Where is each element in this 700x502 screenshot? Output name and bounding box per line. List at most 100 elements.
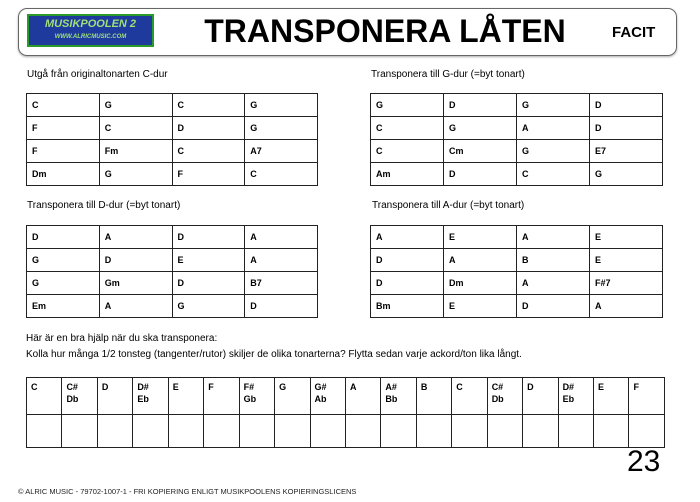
- note-cell: D: [96, 377, 134, 415]
- table-label: Transponera till G-dur (=byt tonart): [371, 69, 525, 80]
- chord-cell: E: [589, 225, 663, 249]
- note-cell: C# Db: [61, 377, 98, 415]
- chord-cell: F: [26, 139, 100, 163]
- chord-cell: D: [370, 271, 444, 295]
- note-row: C C# Db D D# Eb E F F# Gb G G# Ab A A# Bb B C C# Db D D# Eb E F: [25, 377, 665, 415]
- chord-cell: F: [171, 162, 246, 186]
- note-cell: F# Gb: [238, 377, 276, 415]
- empty-cell: [167, 414, 205, 448]
- chord-cell: A: [516, 116, 590, 140]
- chord-cell: C: [26, 93, 100, 117]
- table-row: Am D C G: [370, 162, 663, 186]
- chord-table-d: D A D A G D E A G Gm D B7 Em A G D: [26, 225, 318, 318]
- chord-cell: A: [516, 225, 590, 249]
- chord-cell: D: [370, 248, 444, 272]
- note-name: F: [208, 382, 214, 392]
- note-cell: D: [522, 377, 559, 415]
- page-title: TRANSPONERA LÅTEN: [204, 13, 566, 49]
- note-cell: G# Ab: [309, 377, 346, 415]
- chord-cell: A: [589, 294, 663, 318]
- table-label: Transponera till A-dur (=byt tonart): [372, 200, 525, 211]
- empty-cell: [203, 414, 240, 448]
- chord-cell: C: [516, 162, 590, 186]
- chord-cell: C: [171, 139, 246, 163]
- note-cell: G: [274, 377, 311, 415]
- table-row: Dm G F C: [26, 162, 318, 186]
- empty-cell: [344, 414, 382, 448]
- logo-line1: MUSIKPOOLEN 2: [44, 18, 137, 30]
- empty-cell: [486, 414, 524, 448]
- chord-cell: G: [516, 139, 590, 163]
- chord-cell: F: [26, 116, 100, 140]
- table-row: F Fm C A7: [26, 139, 318, 163]
- note-name: D: [527, 382, 534, 392]
- table-row: D Dm A F#7: [370, 271, 663, 295]
- chord-cell: G: [171, 294, 246, 318]
- note-name: F: [633, 382, 639, 392]
- note-cell: F: [628, 377, 665, 415]
- chord-cell: G: [98, 93, 173, 117]
- note-name: G#: [314, 382, 327, 392]
- chord-cell: D: [443, 93, 517, 117]
- note-cell: E: [167, 377, 205, 415]
- note-name: C: [456, 382, 463, 392]
- chord-cell: F#7: [589, 271, 663, 295]
- chord-cell: B7: [244, 271, 318, 295]
- chord-cell: D: [171, 116, 246, 140]
- chord-cell: Bm: [370, 294, 444, 318]
- chord-cell: C: [171, 93, 246, 117]
- note-name: A#: [385, 382, 397, 392]
- note-name: C#: [491, 382, 504, 392]
- empty-cell: [25, 414, 63, 448]
- note-name: Eb: [562, 394, 575, 404]
- chord-cell: E: [589, 248, 663, 272]
- chord-cell: Gm: [98, 271, 173, 295]
- note-cell: B: [415, 377, 453, 415]
- chord-cell: G: [370, 93, 444, 117]
- empty-cell: [522, 414, 559, 448]
- note-name: D: [101, 382, 109, 392]
- note-name: Ab: [314, 394, 327, 404]
- chord-cell: C: [98, 116, 173, 140]
- note-name: E: [598, 382, 605, 392]
- chord-cell: Am: [370, 162, 444, 186]
- help-line2: Kolla hur många 1/2 tonsteg (tangenter/r…: [26, 349, 522, 360]
- chord-cell: G: [244, 116, 318, 140]
- musikpoolen-logo: MUSIKPOOLEN 2 WWW.ALRICMUSIC.COM: [27, 14, 154, 47]
- note-name: D#: [562, 382, 575, 392]
- facit-label: FACIT: [612, 24, 656, 41]
- empty-cell: [309, 414, 346, 448]
- chord-cell: D: [171, 225, 246, 249]
- page-number: 23: [627, 445, 661, 478]
- note-cell: F: [203, 377, 240, 415]
- note-name: Db: [66, 394, 79, 404]
- chord-cell: A: [98, 225, 173, 249]
- table-row: G Gm D B7: [26, 271, 318, 295]
- chord-cell: C: [370, 116, 444, 140]
- note-name: F#: [243, 382, 255, 392]
- chord-cell: G: [443, 116, 517, 140]
- chord-cell: D: [443, 162, 517, 186]
- chord-cell: E: [443, 294, 517, 318]
- note-name: Eb: [137, 394, 149, 404]
- chord-table-g: G D G D C G A D C Cm G E7 Am D C G: [370, 93, 663, 186]
- chord-table-c: C G C G F C D G F Fm C A7 Dm G F C: [26, 93, 318, 186]
- empty-cell: [238, 414, 276, 448]
- note-cell: D# Eb: [557, 377, 595, 415]
- chord-cell: G: [26, 271, 100, 295]
- chord-cell: D: [244, 294, 318, 318]
- empty-row: [25, 414, 665, 448]
- chord-cell: A: [244, 248, 318, 272]
- chord-cell: C: [244, 162, 318, 186]
- chord-cell: A: [443, 248, 517, 272]
- chord-cell: A: [370, 225, 444, 249]
- chord-cell: D: [516, 294, 590, 318]
- empty-cell: [61, 414, 98, 448]
- chord-cell: C: [370, 139, 444, 163]
- note-cell: C: [25, 377, 63, 415]
- chord-cell: E: [171, 248, 246, 272]
- note-name: Bb: [385, 394, 398, 404]
